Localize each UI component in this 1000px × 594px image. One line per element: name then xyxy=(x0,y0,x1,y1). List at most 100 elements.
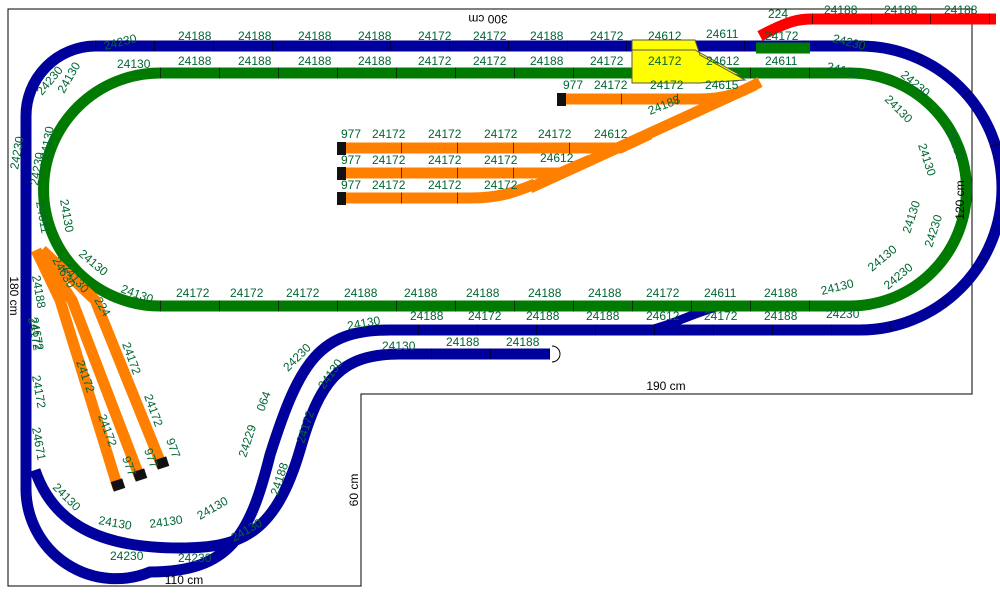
inner-top-label: 24188 xyxy=(238,54,272,68)
inner-bottom-label: 24172 xyxy=(176,286,210,300)
outer-top-label: 24172 xyxy=(418,29,452,43)
siding-label: 24172 xyxy=(428,178,462,192)
inner-top-label: 24612 xyxy=(706,54,740,68)
inner-top-label: 24130 xyxy=(117,57,151,71)
siding-label: 24612 xyxy=(594,127,628,141)
inner-loop xyxy=(38,42,972,312)
inner-right-label: 24130 xyxy=(900,199,924,235)
inner-bottom-label: 24172 xyxy=(646,286,680,300)
siding-label: 977 xyxy=(563,78,583,92)
inner-bottom-label: 24611 xyxy=(704,286,737,300)
yard-fan-2 xyxy=(35,248,146,480)
dimension-right: 120 cm xyxy=(953,180,967,219)
buffer-stop xyxy=(337,192,346,205)
outer-top-label: 24188 xyxy=(178,29,212,43)
inner-top-label: 24611 xyxy=(765,54,798,68)
dimension-labels: 300 cm 120 cm 180 cm 190 cm 60 cm 110 cm xyxy=(7,12,967,587)
outer-lower-right-label: 24612 xyxy=(646,309,680,323)
inner-top-label: 24172 xyxy=(418,54,452,68)
outer-bottom-label: 24130 xyxy=(97,513,133,533)
outer-lower-label: 24188 xyxy=(586,309,620,323)
yard-label: 977 xyxy=(141,446,161,470)
inner-right-label: 24130 xyxy=(882,92,916,126)
inner-bottom-label: 24188 xyxy=(528,286,562,300)
outer-left-label: 24671 xyxy=(29,426,49,462)
spur-end xyxy=(551,345,561,363)
track-labels: 24230 24188 24188 24188 24188 24172 2417… xyxy=(7,3,978,565)
outer-lower-label: 24188 xyxy=(526,309,560,323)
board-outline xyxy=(7,8,973,587)
buffer-stop xyxy=(110,478,126,492)
turnout-yellow xyxy=(631,39,747,84)
outer-left-label: 24672 xyxy=(27,316,47,352)
outer-lower-label: 24188 xyxy=(410,309,444,323)
outer-lower-label: 24188 xyxy=(764,309,798,323)
buffer-stops xyxy=(110,93,566,492)
inner-top-label: 24188 xyxy=(530,54,564,68)
inner-bottom-label: 24130 xyxy=(819,276,855,298)
siding-label: 977 xyxy=(341,127,361,141)
outer-bottom-label: 24230 xyxy=(110,549,144,563)
outer-right-label: 24230 xyxy=(922,213,946,249)
siding-label: 24172 xyxy=(372,153,406,167)
dimension-top: 300 cm xyxy=(468,12,507,26)
outer-top-label: 24188 xyxy=(238,29,272,43)
siding-label: 24172 xyxy=(428,153,462,167)
yard-label: 24172 xyxy=(25,316,45,352)
dimension-step-width: 190 cm xyxy=(646,379,685,393)
inner-bottom-label: 24172 xyxy=(286,286,320,300)
siding-label: 24172 xyxy=(650,78,684,92)
outer-top-label: 24188 xyxy=(530,29,564,43)
inner-bottom-label: 24188 xyxy=(466,286,500,300)
yard-fan-3 xyxy=(38,245,168,469)
siding-label: 24172 xyxy=(484,178,518,192)
outer-left-label: 24230 xyxy=(27,151,47,187)
outer-left-label: 24172 xyxy=(29,374,49,410)
outer-top-label: 24172 xyxy=(473,29,507,43)
siding-label: 24172 xyxy=(594,78,628,92)
siding-label: 24172 xyxy=(428,127,462,141)
siding-label: 24172 xyxy=(484,127,518,141)
diagonal-label: 24130 xyxy=(346,313,382,333)
inner-top-label: 24172 xyxy=(473,54,507,68)
spur-red-track xyxy=(757,13,996,41)
siding-track-1 xyxy=(345,129,653,154)
siding-track-3 xyxy=(345,178,538,204)
siding-label: 24612 xyxy=(540,151,574,165)
outer-bottom-label: 24230 xyxy=(178,551,212,565)
outer-top-label: 24188 xyxy=(298,29,332,43)
inner-bottom-label: 24172 xyxy=(230,286,264,300)
siding-label: 24615 xyxy=(705,78,739,92)
dimension-bottom: 110 cm xyxy=(165,573,203,587)
buffer-stop xyxy=(337,142,346,155)
outer-loop-ties xyxy=(95,40,1000,360)
siding-label: 24172 xyxy=(538,127,572,141)
siding-label: 24172 xyxy=(372,127,406,141)
diagonal-label: 24172 xyxy=(294,409,318,445)
inner-loop-main xyxy=(38,67,972,312)
outer-bottom-label: 24130 xyxy=(148,512,183,531)
inner-left-label: 24130 xyxy=(37,125,57,161)
yard-label: 977 xyxy=(163,436,183,460)
dimension-step-height: 60 cm xyxy=(347,474,361,507)
diagonal-label: 24229 xyxy=(236,423,260,459)
spur-inner-label: 24130 xyxy=(382,339,416,353)
inner-left-label: 24130 xyxy=(57,198,77,234)
spur-inner-label: 24188 xyxy=(446,335,480,349)
outer-top-label: 24612 xyxy=(648,29,682,43)
outer-top-label: 24172 xyxy=(590,29,624,43)
turnout-yellow-shape xyxy=(631,39,747,84)
outer-top-label: 24188 xyxy=(358,29,392,43)
outer-left-label: 24188 xyxy=(29,274,49,310)
inner-top-label: 24172 xyxy=(648,54,682,68)
yard-label: 977 xyxy=(119,454,139,478)
buffer-stop xyxy=(154,456,170,470)
buffer-stop xyxy=(132,468,148,482)
outer-lower-right-label: 24230 xyxy=(826,307,860,321)
inner-bottom-label: 24188 xyxy=(404,286,438,300)
siding-label: 977 xyxy=(341,153,361,167)
outer-loop-spur xyxy=(29,348,550,554)
inner-bottom-label: 24188 xyxy=(344,286,378,300)
inner-right-label: 24130 xyxy=(915,142,939,178)
